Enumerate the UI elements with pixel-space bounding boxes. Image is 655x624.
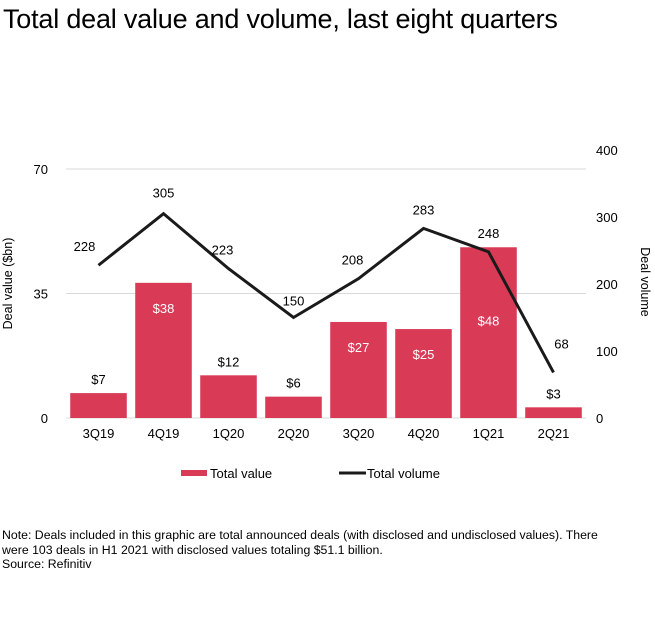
note-line-2: were 103 deals in H1 2021 with disclosed… bbox=[2, 542, 383, 557]
footnote: Note: Deals included in this graphic are… bbox=[2, 528, 652, 572]
volume-value-label: 223 bbox=[212, 243, 234, 258]
legend-label-volume: Total volume bbox=[367, 466, 440, 481]
y-tick-label: 70 bbox=[34, 162, 48, 177]
x-tick-label: 3Q20 bbox=[343, 426, 375, 441]
x-tick-label: 4Q19 bbox=[148, 426, 180, 441]
line-series bbox=[97, 211, 555, 374]
legend: Total value Total volume bbox=[181, 466, 440, 481]
bar bbox=[460, 247, 517, 418]
volume-value-label: 228 bbox=[74, 239, 96, 254]
y-tick-label: 35 bbox=[34, 287, 48, 302]
legend-label-value: Total value bbox=[210, 466, 272, 481]
bar-value-label: $3 bbox=[546, 386, 560, 401]
x-tick-label: 1Q21 bbox=[473, 426, 505, 441]
bar bbox=[525, 407, 582, 418]
note-line-1: Note: Deals included in this graphic are… bbox=[2, 528, 598, 542]
bar-value-label: $7 bbox=[91, 372, 105, 387]
volume-value-label: 248 bbox=[478, 226, 500, 241]
bar-value-label: $48 bbox=[478, 313, 500, 328]
x-tick-label: 2Q21 bbox=[538, 426, 570, 441]
x-tick-label: 1Q20 bbox=[213, 426, 245, 441]
volume-value-label: 150 bbox=[283, 294, 305, 309]
bar-value-label: $12 bbox=[218, 354, 240, 369]
y2-tick-label: 0 bbox=[596, 411, 603, 426]
bar bbox=[70, 393, 127, 418]
x-tick-label: 4Q20 bbox=[408, 426, 440, 441]
volume-value-label: 208 bbox=[342, 253, 364, 268]
y2-tick-label: 300 bbox=[596, 210, 618, 225]
bar bbox=[265, 396, 322, 418]
y-tick-label: 0 bbox=[41, 411, 48, 426]
bar bbox=[395, 329, 452, 418]
bar-value-label: $27 bbox=[348, 340, 370, 355]
bar-value-label: $6 bbox=[286, 376, 300, 391]
chart-title: Total deal value and volume, last eight … bbox=[3, 4, 558, 34]
y2-axis-title: Deal volume bbox=[638, 247, 652, 317]
volume-line bbox=[97, 211, 555, 374]
y-axis-title: Deal value ($bn) bbox=[1, 238, 15, 330]
legend-swatch-value bbox=[181, 470, 207, 476]
x-tick-label: 2Q20 bbox=[278, 426, 310, 441]
bar-series bbox=[70, 247, 582, 418]
x-tick-label: 3Q19 bbox=[83, 426, 115, 441]
volume-value-label: 283 bbox=[413, 202, 435, 217]
data-labels: $7 $38 $12 $6 $27 $25 $48 $3 228 305 223 150 208 283 2… bbox=[74, 186, 569, 402]
combo-chart: $7 $38 $12 $6 $27 $25 $48 $3 228 305 223 150 208 283 2… bbox=[1, 143, 652, 481]
axes: 0 35 70 0 100 200 300 400 Deal value ($bn) Deal v… bbox=[1, 143, 652, 441]
volume-value-label: 68 bbox=[554, 336, 568, 351]
bar bbox=[330, 321, 387, 418]
y2-tick-label: 200 bbox=[596, 277, 618, 292]
bar-value-label: $38 bbox=[153, 301, 175, 316]
bar bbox=[200, 375, 257, 418]
source-line: Source: Refinitiv bbox=[2, 557, 92, 571]
bar bbox=[135, 282, 192, 418]
volume-value-label: 305 bbox=[153, 186, 175, 201]
bar-value-label: $25 bbox=[413, 347, 435, 362]
y2-tick-label: 400 bbox=[596, 143, 618, 158]
y2-tick-label: 100 bbox=[596, 344, 618, 359]
